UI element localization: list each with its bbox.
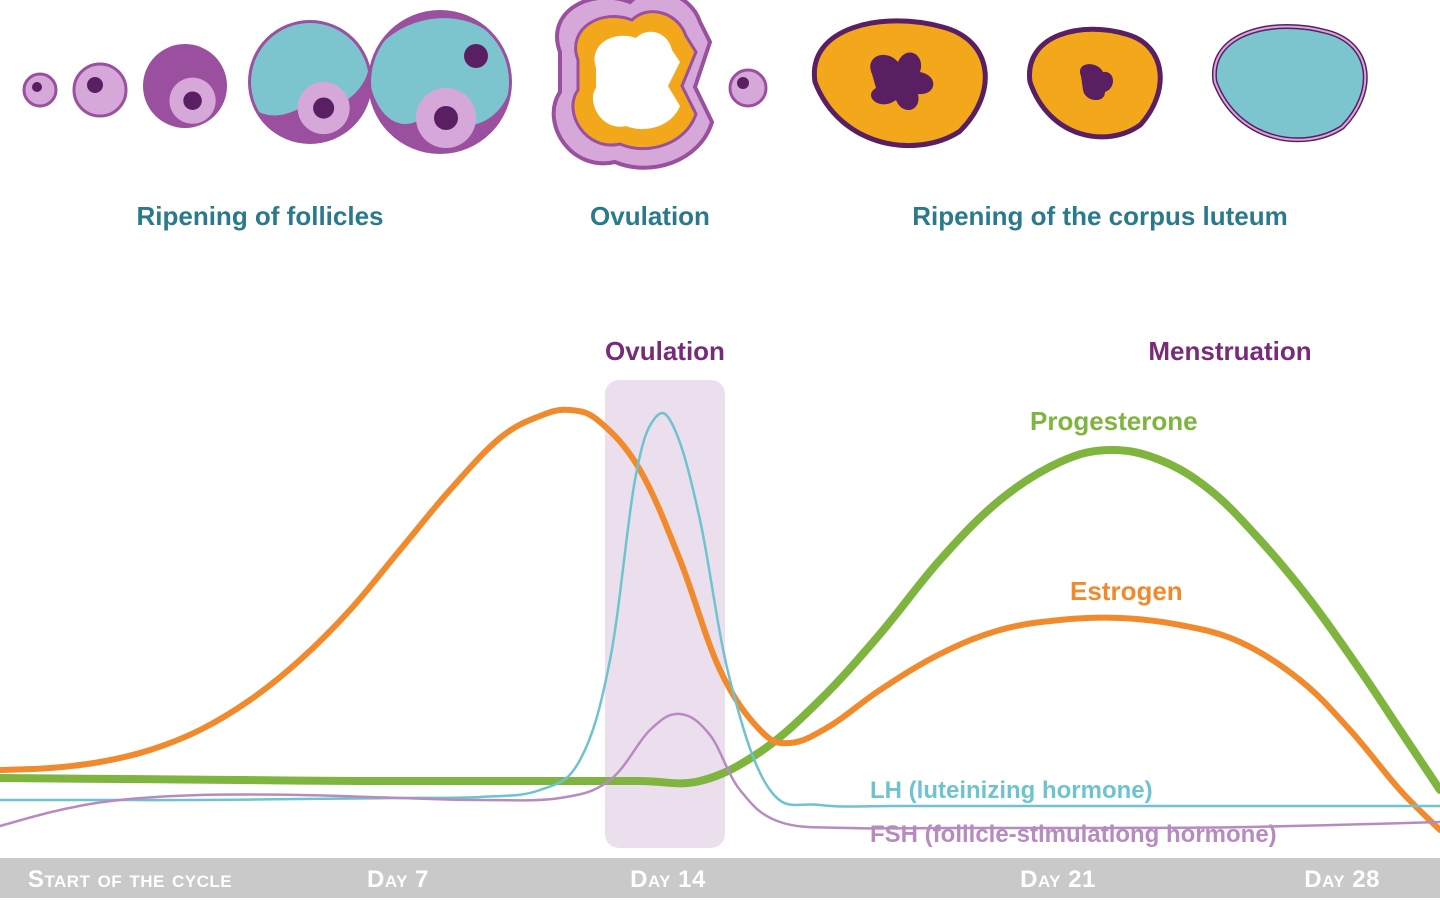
event-label-menstruation: Menstruation [1148,336,1311,366]
series-label-lh: LH (luteinizing hormone) [870,777,1153,804]
follicle-icon [24,74,56,106]
phase-label-follicles: Ripening of follicles [136,201,383,231]
series-label-progesterone: Progesterone [1030,406,1198,436]
follicle-icon [143,44,227,128]
phase-label-corpus: Ripening of the corpus luteum [912,201,1288,231]
axis-tick-label: Start of the cycle [28,866,232,893]
axis-tick-label: Day 14 [630,866,706,893]
follicle-icon [368,10,512,154]
follicle-icon [74,64,126,116]
axis-tick-label: Day 7 [367,866,429,893]
series-label-estrogen: Estrogen [1070,576,1183,606]
event-label-ovulation: Ovulation [605,336,725,366]
axis-tick-label: Day 28 [1304,866,1380,893]
series-label-fsh: FSH (follicle-stimulationg hormone) [870,821,1277,848]
phase-label-ovulation: Ovulation [590,201,710,231]
axis-tick-label: Day 21 [1020,866,1096,893]
